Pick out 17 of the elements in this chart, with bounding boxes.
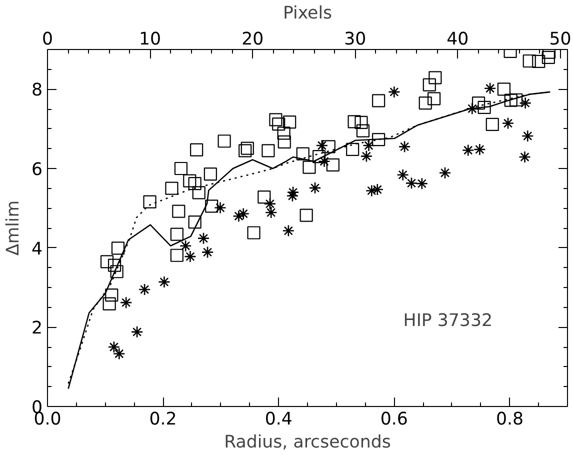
y-tick-label: 2 <box>31 318 43 339</box>
x2-tick-label: 50 <box>549 30 572 50</box>
x2-tick-label: 30 <box>344 30 366 50</box>
x2-tick-label: 20 <box>242 30 264 50</box>
x-tick-label: 0.2 <box>149 410 177 430</box>
x-axis-title: Radius, arcseconds <box>224 432 391 452</box>
y-tick-label: 6 <box>31 160 43 180</box>
x2-axis-title: Pixels <box>282 4 332 24</box>
x-tick-label: 0.8 <box>496 410 524 430</box>
annotation: HIP 37332 <box>403 310 493 331</box>
y-tick-label: 4 <box>31 239 43 260</box>
y-tick-label: 8 <box>31 80 43 101</box>
x-tick-label: 0.6 <box>380 410 408 430</box>
x2-tick-label: 10 <box>139 30 162 50</box>
x2-tick-label: 40 <box>446 30 469 50</box>
y-axis-title: Δmlim <box>3 200 24 256</box>
x-tick-label: 0.4 <box>264 410 292 430</box>
